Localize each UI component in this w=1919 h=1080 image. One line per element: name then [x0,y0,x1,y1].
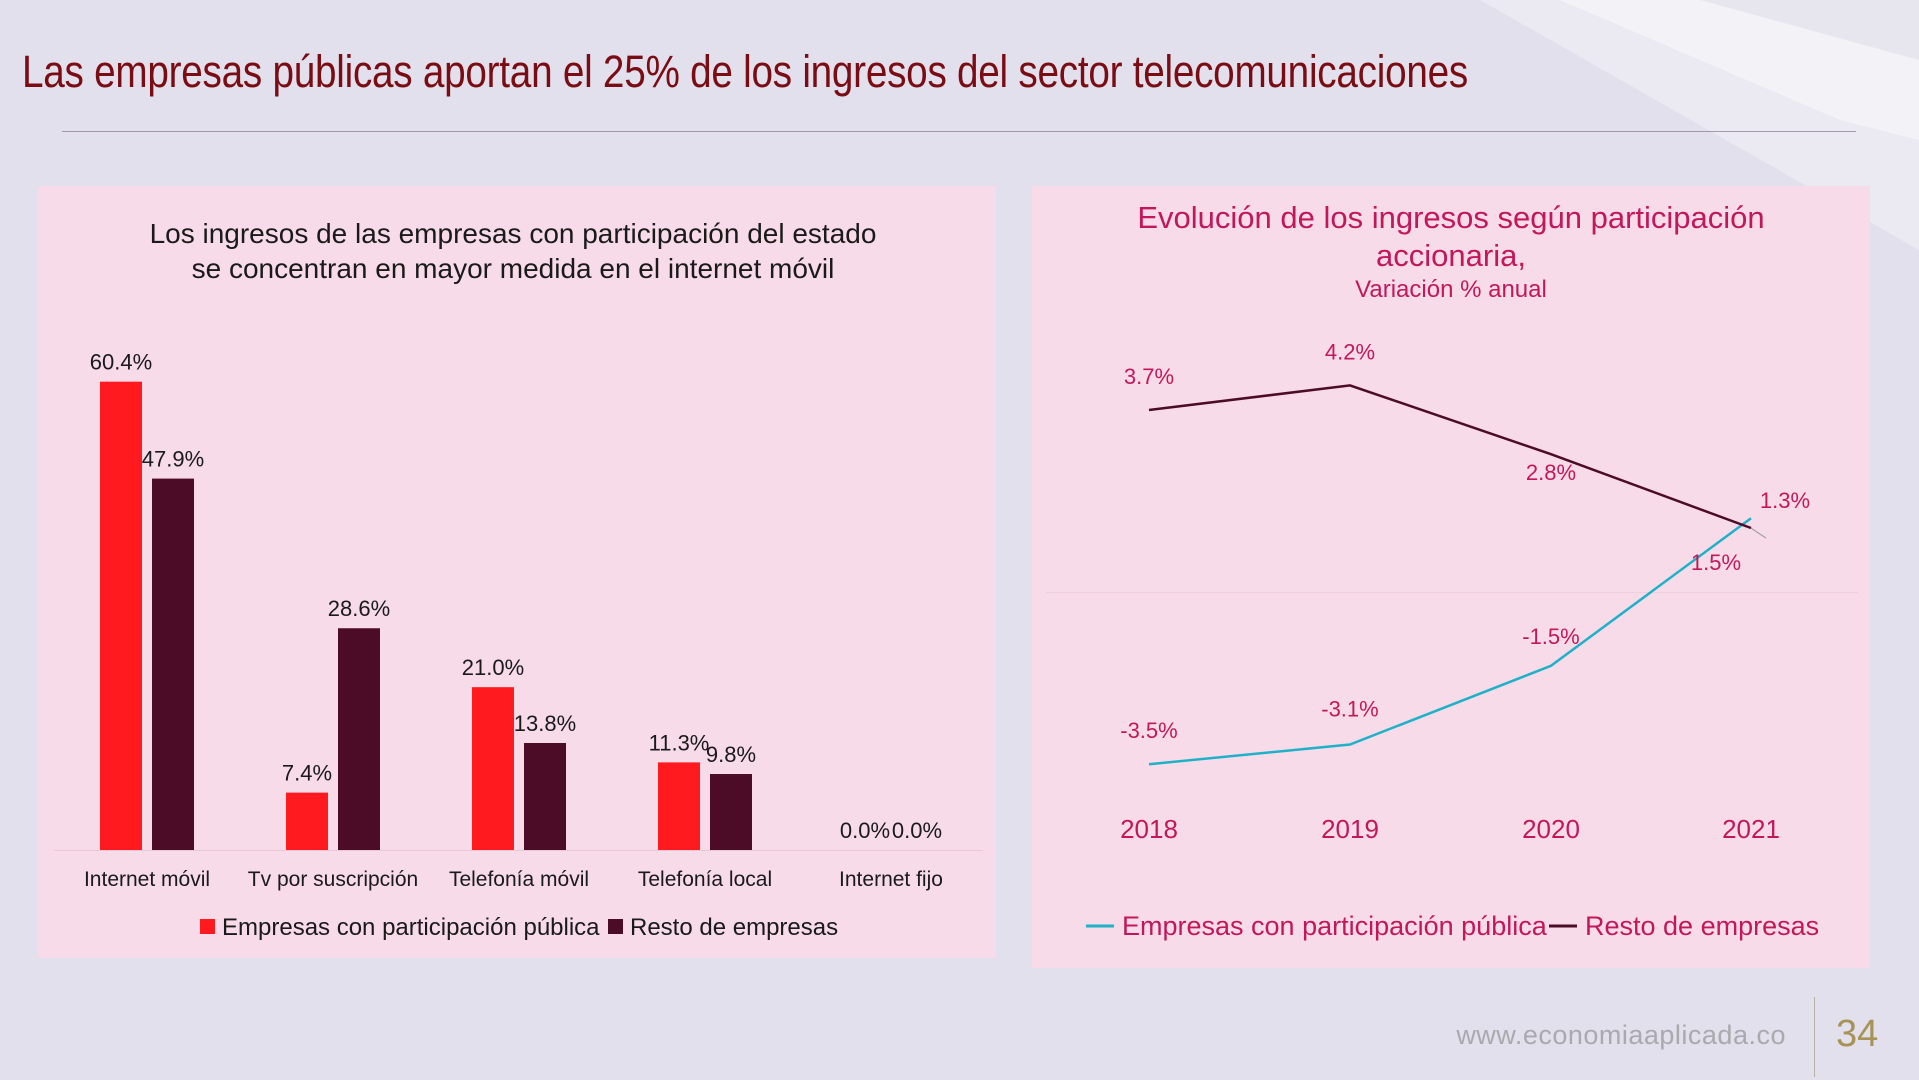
footer-divider [1814,997,1815,1077]
footer-url[interactable]: www.economiaaplicada.co [1456,1020,1786,1050]
bar-data-label: 0.0% [892,818,942,843]
legend-label: Empresas con participación pública [222,914,600,941]
x-tick-label: Telefonía local [638,868,772,891]
line-chart-title-line: accionaria, [1376,238,1526,273]
x-tick-label: Telefonía móvil [449,868,589,891]
legend-swatch-rest [608,919,623,934]
label-leader-line [1750,527,1767,539]
x-tick-label: 2018 [1120,814,1178,844]
line-data-label: 1.3% [1760,488,1810,513]
bar-data-label: 28.6% [328,596,390,621]
bar-data-label: 60.4% [90,350,152,375]
bar-data-label: 9.8% [706,742,756,767]
line-chart-panel: Evolución de los ingresos según particip… [1032,186,1870,968]
x-tick-label: 2019 [1321,814,1379,844]
line-chart: Evolución de los ingresos según particip… [1046,200,1858,941]
series-line-rest [1148,384,1752,530]
bar-data-label: 0.0% [840,818,890,843]
line-chart-title-line: Evolución de los ingresos según particip… [1137,200,1764,235]
bar-data-label: 11.3% [649,730,710,755]
bar-rest [152,478,194,850]
title-divider [62,131,1856,132]
bar-rest [710,774,752,850]
legend-swatch-public [200,919,215,934]
x-tick-label: 2020 [1522,814,1580,844]
line-data-label: 2.8% [1526,460,1576,485]
x-tick-label: Tv por suscripción [248,868,418,891]
bar-data-label: 47.9% [142,447,204,472]
bar-public [472,687,514,850]
legend-label: Resto de empresas [1585,911,1819,941]
x-tick-label: Internet móvil [84,868,210,891]
bar-public [286,792,328,850]
bar-public [658,762,700,850]
page-number: 34 [1836,1013,1879,1055]
line-data-label: 1.5% [1691,550,1741,575]
line-data-label: 3.7% [1124,364,1174,389]
x-tick-label: Internet fijo [839,868,943,891]
slide-title: Las empresas públicas aportan el 25% de … [22,46,1468,97]
series-line-public [1148,517,1752,766]
bar-rest [524,742,566,850]
bar-data-label: 7.4% [282,761,332,786]
line-data-label: 4.2% [1325,339,1375,364]
legend-label: Resto de empresas [630,914,838,941]
bar-chart: Los ingresos de las empresas con partici… [54,218,983,941]
bar-chart-title-line: Los ingresos de las empresas con partici… [150,218,877,249]
line-chart-subtitle: Variación % anual [1355,276,1547,303]
bar-chart-title-line: se concentran en mayor medida en el inte… [192,253,835,284]
line-data-label: -3.5% [1120,718,1177,743]
bar-rest [338,628,380,850]
bar-data-label: 21.0% [462,655,524,680]
line-data-label: -1.5% [1522,624,1579,649]
bar-data-label: 13.8% [514,711,576,736]
legend-label: Empresas con participación pública [1122,911,1548,941]
bar-public [100,381,142,850]
line-data-label: -3.1% [1321,697,1378,722]
bar-chart-panel: Los ingresos de las empresas con partici… [38,186,996,958]
x-tick-label: 2021 [1722,814,1780,844]
